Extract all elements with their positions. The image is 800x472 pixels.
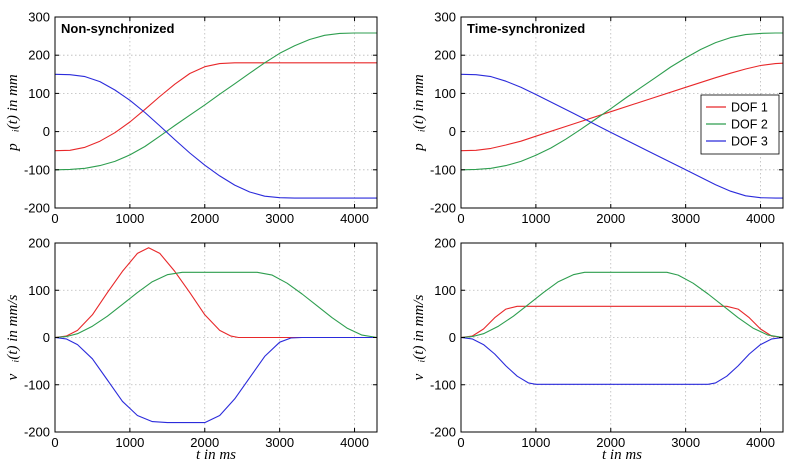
y-axis-label: v⃗ᵢ(t) in mm/s: [411, 294, 427, 380]
y-tick-label: 200: [28, 48, 50, 63]
y-axis-label: v⃗ᵢ(t) in mm/s: [5, 294, 21, 380]
y-tick-label: 200: [28, 236, 50, 251]
x-tick-label: 2000: [596, 211, 625, 226]
x-tick-label: 1000: [521, 211, 550, 226]
series-line-dof-2: [54, 271, 378, 339]
y-axis-label: p⃗ᵢ(t) in mm: [411, 74, 427, 152]
x-axis-label: t in ms: [602, 447, 642, 463]
y-tick-label: 300: [28, 10, 50, 25]
y-tick-label: 100: [28, 283, 50, 298]
panel-4: 0 1000 2000 3000 4000 -200 -100 0 100 200 v⃗ᵢ(t) i…: [411, 236, 784, 463]
series-line-dof-3: [54, 73, 377, 199]
y-tick-label: -100: [24, 162, 50, 177]
x-tick-label: 1000: [521, 435, 550, 450]
y-tick-label: -100: [24, 377, 50, 392]
series-line-dof-3: [54, 336, 377, 424]
series-line-dof-3: [460, 73, 783, 199]
series-line-dof-2: [54, 32, 377, 171]
y-tick-label: 0: [43, 124, 50, 139]
x-tick-label: 2000: [596, 435, 625, 450]
plot-area: [55, 17, 377, 208]
panel-3: 0 1000 2000 3000 4000 -200 -100 0 100 200 v⃗ᵢ(t) i…: [5, 236, 378, 463]
x-tick-label: 1000: [115, 211, 144, 226]
panel-1: 0 1000 2000 3000 4000 -200 -100 0 100 200 300 Non-s…: [5, 10, 378, 226]
x-tick-label: 3000: [671, 435, 700, 450]
y-tick-label: 0: [43, 330, 50, 345]
y-tick-label: -200: [430, 201, 456, 216]
legend-label-dof-3: DOF 3: [731, 135, 768, 149]
y-tick-label: -100: [430, 377, 456, 392]
x-tick-label: 4000: [746, 435, 775, 450]
legend-label-dof-1: DOF 1: [731, 101, 768, 115]
x-tick-label: 1000: [115, 435, 144, 450]
y-tick-label: 0: [449, 124, 456, 139]
x-tick-label: 0: [51, 435, 58, 450]
series-line-dof-2: [460, 32, 783, 171]
x-tick-label: 0: [51, 211, 58, 226]
x-tick-label: 0: [457, 211, 464, 226]
series-line-dof-2: [460, 271, 784, 339]
x-tick-label: 3000: [671, 211, 700, 226]
series-line-dof-3: [460, 336, 784, 385]
series-line-dof-1: [54, 247, 377, 339]
series-line-dof-1: [460, 62, 784, 152]
x-tick-label: 2000: [190, 211, 219, 226]
panel-2: 0 1000 2000 3000 4000 -200 -100 0 100 200 300 Time-…: [411, 10, 784, 226]
y-tick-label: 100: [28, 86, 50, 101]
x-tick-label: 3000: [265, 211, 294, 226]
x-tick-label: 4000: [340, 435, 369, 450]
x-tick-label: 4000: [746, 211, 775, 226]
y-tick-label: 300: [434, 10, 456, 25]
y-tick-label: -200: [430, 425, 456, 440]
y-tick-label: -200: [24, 201, 50, 216]
y-tick-label: 200: [434, 48, 456, 63]
x-tick-label: 3000: [265, 435, 294, 450]
x-tick-label: 0: [457, 435, 464, 450]
x-axis-label: t in ms: [196, 447, 236, 463]
x-tick-label: 2000: [190, 435, 219, 450]
series-line-dof-1: [460, 305, 784, 339]
panel-title: Time-synchronized: [467, 21, 585, 36]
legend: DOF 1 DOF 2 DOF 3: [700, 94, 780, 155]
axes-frame: [460, 16, 784, 209]
y-tick-label: 100: [434, 283, 456, 298]
panel-title: Non-synchronized: [61, 21, 174, 36]
axes-frame: [54, 16, 378, 209]
y-tick-label: 200: [434, 236, 456, 251]
y-axis-label: p⃗ᵢ(t) in mm: [5, 74, 21, 152]
series-line-dof-1: [54, 62, 377, 152]
x-tick-label: 4000: [340, 211, 369, 226]
y-tick-label: -200: [24, 425, 50, 440]
y-tick-label: -100: [430, 162, 456, 177]
y-tick-label: 100: [434, 86, 456, 101]
y-tick-label: 0: [449, 330, 456, 345]
legend-label-dof-2: DOF 2: [731, 118, 768, 132]
